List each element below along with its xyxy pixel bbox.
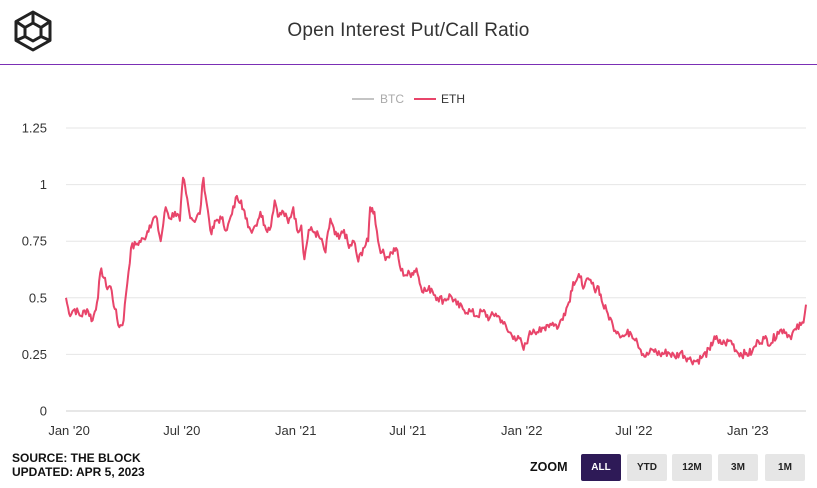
y-tick-label: 0.75 [22, 234, 47, 249]
x-tick-label: Jul '20 [163, 423, 200, 438]
y-axis-ticks: 0 0.25 0.5 0.75 1 1.25 [22, 121, 47, 419]
zoom-3m-button[interactable]: 3M [718, 454, 758, 481]
updated-text: UPDATED: APR 5, 2023 [12, 465, 145, 479]
chart-title: Open Interest Put/Call Ratio [287, 20, 530, 41]
zoom-label: ZOOM [530, 460, 568, 474]
y-tick-label: 1.25 [22, 121, 47, 136]
zoom-12m-button[interactable]: 12M [672, 454, 712, 481]
series-line-eth[interactable] [65, 176, 807, 366]
x-tick-label: Jan '22 [501, 423, 543, 438]
the-block-logo-icon[interactable] [10, 8, 56, 54]
legend-label-eth: ETH [441, 92, 465, 106]
source-info: SOURCE: THE BLOCK UPDATED: APR 5, 2023 [12, 451, 145, 479]
x-tick-label: Jan '23 [727, 423, 769, 438]
x-tick-label: Jul '22 [615, 423, 652, 438]
chart-grid [66, 127, 806, 412]
y-tick-label: 0.25 [22, 347, 47, 362]
y-tick-label: 0.5 [29, 290, 47, 305]
legend-item-btc[interactable]: BTC [352, 92, 404, 106]
x-tick-label: Jul '21 [389, 423, 426, 438]
x-axis-ticks: Jan '20 Jul '20 Jan '21 Jul '21 Jan '22 Jul '… [48, 423, 768, 438]
zoom-all-button[interactable]: ALL [581, 454, 621, 481]
source-text: SOURCE: THE BLOCK [12, 451, 141, 465]
x-tick-label: Jan '20 [48, 423, 90, 438]
y-tick-label: 0 [40, 404, 47, 419]
chart-legend: BTC ETH [352, 92, 465, 106]
chart-series [65, 176, 807, 366]
put-call-ratio-chart: BTC ETH 0 0.25 0.5 0.75 1 1.25 Jan '20 Jul '20… [22, 92, 807, 438]
zoom-1m-button[interactable]: 1M [765, 454, 805, 481]
chart-header: Open Interest Put/Call Ratio [0, 0, 817, 65]
zoom-ytd-button[interactable]: YTD [627, 454, 667, 481]
x-tick-label: Jan '21 [275, 423, 317, 438]
y-tick-label: 1 [40, 177, 47, 192]
legend-item-eth[interactable]: ETH [414, 92, 465, 106]
legend-label-btc: BTC [380, 92, 404, 106]
